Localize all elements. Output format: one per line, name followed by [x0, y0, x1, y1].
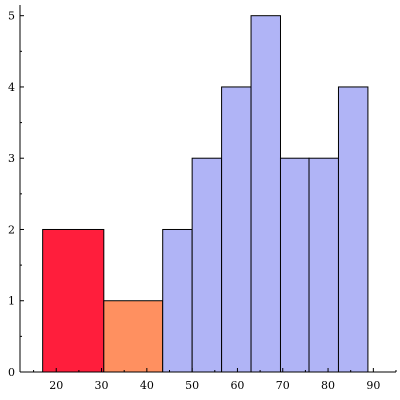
x-ticks: 20 30 40 50 60 70 80 90: [33, 368, 397, 392]
x-tick-label: 90: [366, 379, 380, 392]
axes-layer: [19, 5, 396, 373]
x-tick-label: 80: [321, 379, 335, 392]
histogram-bar-4: [191, 157, 223, 373]
x-tick-label: 50: [185, 379, 199, 392]
x-tick-label: 40: [140, 379, 154, 392]
histogram-bar-8: [308, 157, 339, 373]
y-tick-label: 0: [8, 366, 15, 379]
x-tick-label: 30: [95, 379, 109, 392]
histogram-bar-3: [162, 228, 193, 373]
y-tick-label: 4: [8, 81, 15, 94]
y-tick-label: 1: [8, 295, 15, 308]
histogram-bar-1: [42, 228, 105, 373]
histogram-bar-7: [279, 157, 310, 373]
y-tick-label: 5: [8, 10, 15, 23]
histogram-bar-2: [103, 300, 164, 373]
x-tick-label: 20: [49, 379, 63, 392]
x-tick-label: 70: [276, 379, 290, 392]
x-tick-label: 60: [230, 379, 244, 392]
y-tick-label: 3: [8, 152, 15, 165]
histogram-bar-5: [221, 86, 252, 373]
bars-layer: [42, 15, 369, 373]
y-ticks: 0 1 2 3 4 5: [8, 10, 24, 379]
histogram-bar-9: [337, 86, 369, 373]
histogram-bar-6: [250, 15, 281, 373]
y-tick-label: 2: [8, 223, 15, 236]
